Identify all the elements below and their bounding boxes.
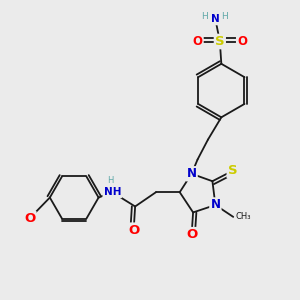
Text: N: N [210,199,220,212]
Text: O: O [24,212,35,225]
Text: H: H [221,12,228,21]
Text: H: H [201,12,208,21]
Text: NH: NH [103,187,121,197]
Text: S: S [228,164,237,177]
Text: H: H [108,176,114,185]
Text: N: N [211,14,220,24]
Text: S: S [215,35,225,48]
Text: O: O [186,228,197,241]
Text: O: O [237,35,247,48]
Text: O: O [193,35,202,48]
Text: CH₃: CH₃ [236,212,251,221]
Text: N: N [187,167,196,180]
Text: O: O [128,224,139,237]
